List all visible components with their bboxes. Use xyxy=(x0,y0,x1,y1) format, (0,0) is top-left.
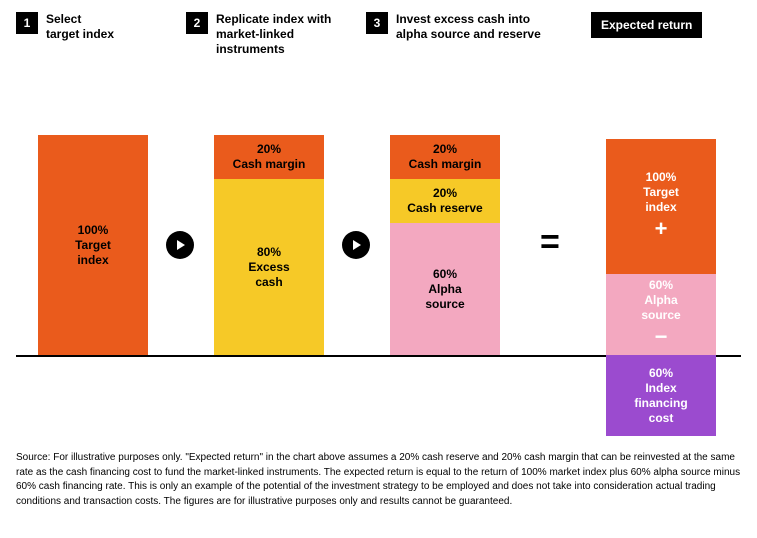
expected-return-badge: Expected return xyxy=(591,12,702,38)
segment-percent: 20% xyxy=(433,142,457,157)
equals-symbol: = xyxy=(540,223,560,262)
column-c4: 100%Targetindex+60%Alphasource−60%Indexf… xyxy=(606,139,716,436)
segment-percent: 100% xyxy=(646,170,677,185)
segment-percent: 60% xyxy=(433,267,457,282)
step-3-number: 3 xyxy=(366,12,388,34)
step-2-number: 2 xyxy=(186,12,208,34)
segment-label: Cash margin xyxy=(233,157,306,172)
segment-c4-above-0: 100%Targetindex + xyxy=(606,139,716,274)
play-connector-2 xyxy=(342,231,370,259)
segment-c4-above-1: 60%Alphasource − xyxy=(606,274,716,355)
operator-symbol: + xyxy=(655,218,668,240)
segment-c1-above-0: 100%Targetindex xyxy=(38,135,148,355)
step-1-title: Selecttarget index xyxy=(46,12,114,42)
segment-c2-above-0: 20%Cash margin xyxy=(214,135,324,179)
segment-percent: 100% xyxy=(78,223,109,238)
segment-percent: 60% xyxy=(649,366,673,381)
segment-percent: 20% xyxy=(257,142,281,157)
segment-c4-below-0: 60%Indexfinancingcost xyxy=(606,355,716,436)
segment-label: Indexfinancingcost xyxy=(634,381,687,426)
segment-label: Alphasource xyxy=(425,282,464,312)
segment-percent: 60% xyxy=(649,278,673,293)
play-icon xyxy=(353,240,361,250)
segment-label: Excesscash xyxy=(248,260,289,290)
step-2-header: 2 Replicate index withmarket-linkedinstr… xyxy=(186,12,366,57)
step-3-title: Invest excess cash intoalpha source and … xyxy=(396,12,541,42)
step-1-number: 1 xyxy=(16,12,38,34)
segment-label: Alphasource xyxy=(641,293,680,323)
segment-percent: 80% xyxy=(257,245,281,260)
segment-c3-above-0: 20%Cash margin xyxy=(390,135,500,179)
segment-label: Targetindex xyxy=(643,185,679,215)
play-connector-1 xyxy=(166,231,194,259)
play-icon xyxy=(177,240,185,250)
step-1-header: 1 Selecttarget index xyxy=(16,12,186,42)
step-2-title: Replicate index withmarket-linkedinstrum… xyxy=(216,12,331,57)
segment-c3-above-2: 60%Alphasource xyxy=(390,223,500,355)
segment-label: Cash reserve xyxy=(407,201,482,216)
chart-area: 100%Targetindex20%Cash margin80%Excessca… xyxy=(16,65,741,445)
segment-c2-above-1: 80%Excesscash xyxy=(214,179,324,355)
segment-label: Targetindex xyxy=(75,238,111,268)
column-c3: 20%Cash margin20%Cash reserve60%Alphasou… xyxy=(390,135,500,355)
column-c1: 100%Targetindex xyxy=(38,135,148,355)
step-3-header: 3 Invest excess cash intoalpha source an… xyxy=(366,12,591,42)
header-row: 1 Selecttarget index 2 Replicate index w… xyxy=(16,12,741,57)
segment-c3-above-1: 20%Cash reserve xyxy=(390,179,500,223)
operator-symbol: − xyxy=(655,326,668,348)
segment-percent: 20% xyxy=(433,186,457,201)
column-c2: 20%Cash margin80%Excesscash xyxy=(214,135,324,355)
footnote-text: Source: For illustrative purposes only. … xyxy=(16,451,741,509)
segment-label: Cash margin xyxy=(409,157,482,172)
